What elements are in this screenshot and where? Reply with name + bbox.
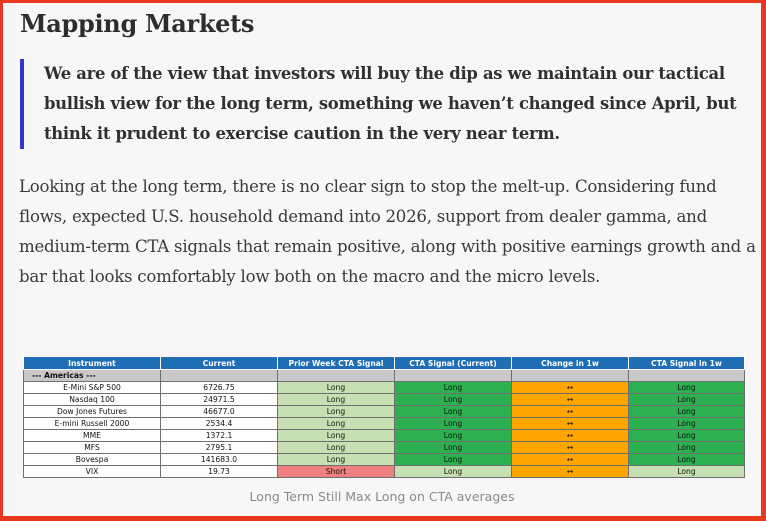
table-header-row: Instrument Current Prior Week CTA Signal… xyxy=(23,356,745,370)
current-value-cell: 2534.4 xyxy=(160,417,278,430)
cta-signal-table: Instrument Current Prior Week CTA Signal… xyxy=(23,356,745,478)
current-value-cell: 1372.1 xyxy=(160,429,278,442)
current-signal-cell: Long xyxy=(394,453,512,466)
header-instrument: Instrument xyxy=(23,356,161,370)
current-signal-cell: Long xyxy=(394,465,512,478)
table-row: VIX 19.73 Short Long ↔ Long xyxy=(23,465,745,478)
next-signal-cell: Long xyxy=(628,441,745,454)
instrument-cell: MFS xyxy=(23,441,161,454)
header-cta-signal-current: CTA Signal (Current) xyxy=(394,356,512,370)
header-change-1w: Change in 1w xyxy=(511,356,629,370)
instrument-cell: Dow Jones Futures xyxy=(23,405,161,418)
table-row: Dow Jones Futures 46677.0 Long Long ↔ Long xyxy=(23,405,745,418)
table-row: MFS 2795.1 Long Long ↔ Long xyxy=(23,441,745,454)
current-signal-cell: Long xyxy=(394,393,512,406)
change-cell: ↔ xyxy=(511,429,629,442)
current-signal-cell: Long xyxy=(394,441,512,454)
table-row: Bovespa 141683.0 Long Long ↔ Long xyxy=(23,453,745,466)
current-value-cell: 24971.5 xyxy=(160,393,278,406)
prior-signal-cell: Long xyxy=(277,441,395,454)
instrument-cell: Bovespa xyxy=(23,453,161,466)
prior-signal-cell: Short xyxy=(277,465,395,478)
change-cell: ↔ xyxy=(511,405,629,418)
instrument-cell: MME xyxy=(23,429,161,442)
header-prior-week-signal: Prior Week CTA Signal xyxy=(277,356,395,370)
next-signal-cell: Long xyxy=(628,393,745,406)
next-signal-cell: Long xyxy=(628,417,745,430)
table-row: E-mini Russell 2000 2534.4 Long Long ↔ Long xyxy=(23,417,745,430)
current-signal-cell: Long xyxy=(394,405,512,418)
table-row: Nasdaq 100 24971.5 Long Long ↔ Long xyxy=(23,393,745,406)
prior-signal-cell: Long xyxy=(277,405,395,418)
next-signal-cell: Long xyxy=(628,405,745,418)
next-signal-cell: Long xyxy=(628,453,745,466)
next-signal-cell: Long xyxy=(628,429,745,442)
current-signal-cell: Long xyxy=(394,429,512,442)
region-row: --- Americas --- xyxy=(23,369,745,382)
prior-signal-cell: Long xyxy=(277,381,395,394)
prior-signal-cell: Long xyxy=(277,393,395,406)
current-value-cell: 6726.75 xyxy=(160,381,278,394)
header-current: Current xyxy=(160,356,278,370)
current-value-cell: 19.73 xyxy=(160,465,278,478)
table-row: E-Mini S&P 500 6726.75 Long Long ↔ Long xyxy=(23,381,745,394)
instrument-cell: E-mini Russell 2000 xyxy=(23,417,161,430)
change-cell: ↔ xyxy=(511,453,629,466)
next-signal-cell: Long xyxy=(628,381,745,394)
current-value-cell: 141683.0 xyxy=(160,453,278,466)
current-value-cell: 2795.1 xyxy=(160,441,278,454)
header-cta-signal-1w: CTA Signal in 1w xyxy=(628,356,745,370)
prior-signal-cell: Long xyxy=(277,453,395,466)
region-label: --- Americas --- xyxy=(23,369,161,382)
instrument-cell: E-Mini S&P 500 xyxy=(23,381,161,394)
change-cell: ↔ xyxy=(511,381,629,394)
change-cell: ↔ xyxy=(511,465,629,478)
table-row: MME 1372.1 Long Long ↔ Long xyxy=(23,429,745,442)
next-signal-cell: Long xyxy=(628,465,745,478)
instrument-cell: VIX xyxy=(23,465,161,478)
pull-quote: We are of the view that investors will b… xyxy=(20,59,761,149)
current-signal-cell: Long xyxy=(394,417,512,430)
figure-caption: Long Term Still Max Long on CTA averages xyxy=(249,489,515,504)
prior-signal-cell: Long xyxy=(277,417,395,430)
cta-table-figure: Instrument Current Prior Week CTA Signal… xyxy=(23,356,745,478)
change-cell: ↔ xyxy=(511,417,629,430)
current-signal-cell: Long xyxy=(394,381,512,394)
instrument-cell: Nasdaq 100 xyxy=(23,393,161,406)
article-title: Mapping Markets xyxy=(20,9,255,38)
change-cell: ↔ xyxy=(511,393,629,406)
article-card: Mapping Markets We are of the view that … xyxy=(3,3,761,516)
prior-signal-cell: Long xyxy=(277,429,395,442)
current-value-cell: 46677.0 xyxy=(160,405,278,418)
change-cell: ↔ xyxy=(511,441,629,454)
article-paragraph: Looking at the long term, there is no cl… xyxy=(19,177,756,286)
